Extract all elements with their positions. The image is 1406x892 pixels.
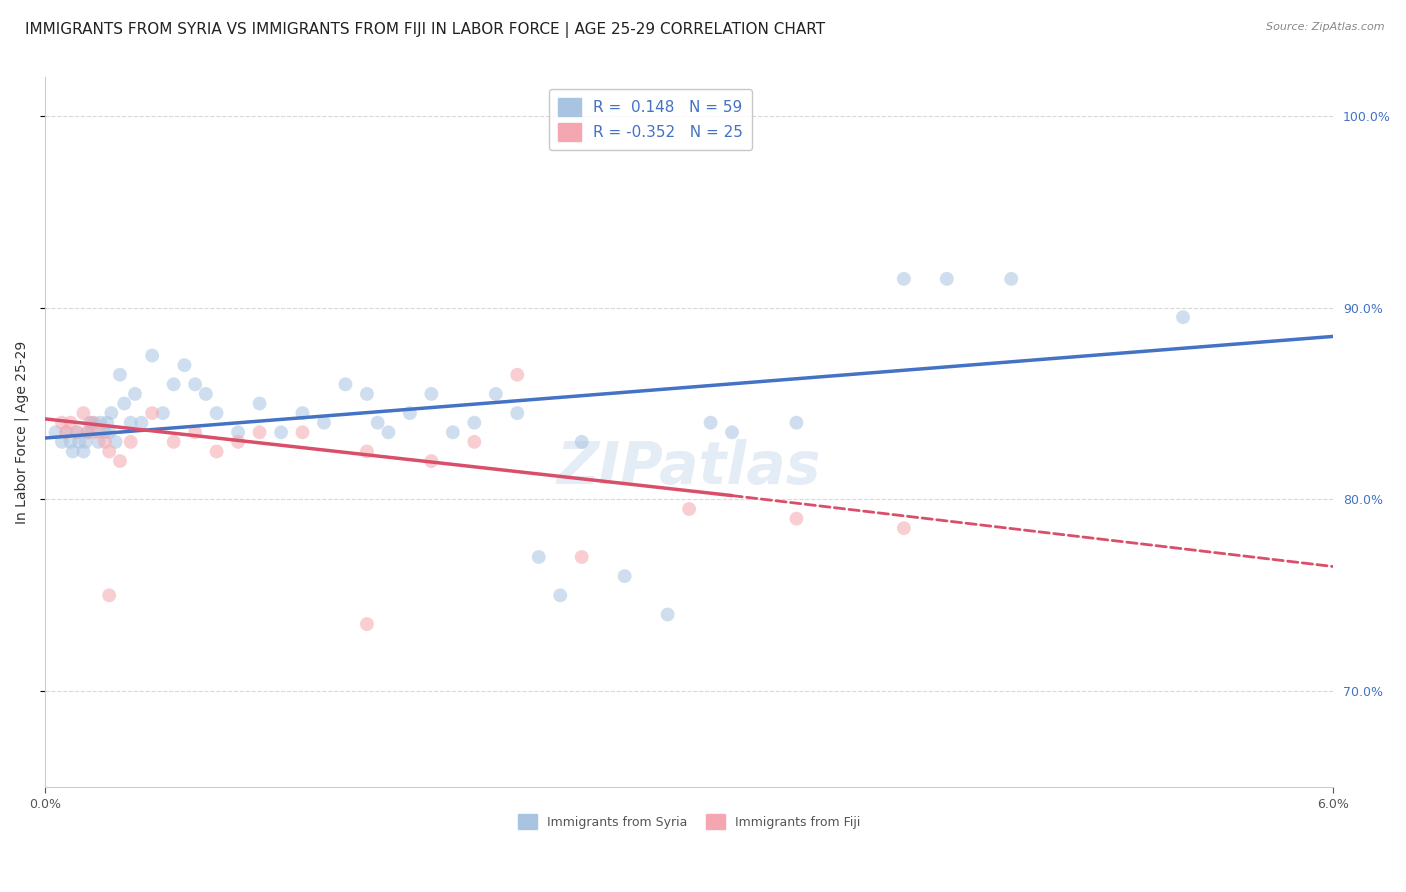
Point bbox=[935, 272, 957, 286]
Point bbox=[51, 434, 73, 449]
Point bbox=[377, 425, 399, 440]
Point bbox=[721, 425, 744, 440]
Point bbox=[98, 588, 121, 602]
Point bbox=[270, 425, 292, 440]
Point bbox=[162, 377, 184, 392]
Point bbox=[44, 425, 66, 440]
Point bbox=[441, 425, 464, 440]
Point bbox=[76, 425, 98, 440]
Point bbox=[184, 425, 207, 440]
Point bbox=[485, 387, 508, 401]
Point bbox=[141, 406, 163, 420]
Point bbox=[463, 434, 485, 449]
Point bbox=[1000, 272, 1022, 286]
Point bbox=[571, 434, 593, 449]
Point bbox=[162, 434, 184, 449]
Point bbox=[75, 434, 97, 449]
Point bbox=[80, 425, 103, 440]
Point bbox=[59, 434, 82, 449]
Point bbox=[356, 617, 378, 632]
Point bbox=[66, 425, 89, 440]
Point bbox=[613, 569, 636, 583]
Point bbox=[67, 434, 90, 449]
Point bbox=[120, 434, 142, 449]
Point bbox=[87, 434, 110, 449]
Point bbox=[94, 425, 117, 440]
Point bbox=[83, 416, 105, 430]
Point bbox=[124, 387, 146, 401]
Point bbox=[112, 396, 135, 410]
Point bbox=[72, 406, 94, 420]
Point bbox=[76, 425, 98, 440]
Point bbox=[226, 425, 249, 440]
Point bbox=[420, 387, 443, 401]
Point bbox=[184, 377, 207, 392]
Point bbox=[249, 425, 271, 440]
Point bbox=[104, 434, 127, 449]
Point bbox=[100, 406, 122, 420]
Point bbox=[893, 521, 915, 535]
Point bbox=[785, 511, 807, 525]
Point bbox=[152, 406, 174, 420]
Text: ZIPatlas: ZIPatlas bbox=[557, 439, 821, 496]
Point bbox=[51, 416, 73, 430]
Point bbox=[291, 406, 314, 420]
Point bbox=[335, 377, 357, 392]
Point bbox=[131, 416, 153, 430]
Point bbox=[120, 416, 142, 430]
Y-axis label: In Labor Force | Age 25-29: In Labor Force | Age 25-29 bbox=[15, 341, 30, 524]
Point bbox=[205, 406, 228, 420]
Point bbox=[527, 549, 550, 564]
Point bbox=[141, 349, 163, 363]
Legend: Immigrants from Syria, Immigrants from Fiji: Immigrants from Syria, Immigrants from F… bbox=[513, 809, 865, 834]
Point bbox=[356, 444, 378, 458]
Point bbox=[356, 387, 378, 401]
Point bbox=[312, 416, 335, 430]
Point bbox=[62, 444, 84, 458]
Point bbox=[571, 549, 593, 564]
Point bbox=[657, 607, 679, 622]
Point bbox=[90, 416, 112, 430]
Point bbox=[108, 454, 131, 468]
Point bbox=[699, 416, 721, 430]
Point bbox=[108, 368, 131, 382]
Point bbox=[72, 444, 94, 458]
Point bbox=[205, 444, 228, 458]
Point bbox=[173, 358, 195, 372]
Point bbox=[66, 425, 89, 440]
Point bbox=[55, 425, 77, 440]
Point bbox=[98, 444, 121, 458]
Point bbox=[79, 416, 101, 430]
Point bbox=[548, 588, 571, 602]
Text: Source: ZipAtlas.com: Source: ZipAtlas.com bbox=[1267, 22, 1385, 32]
Point bbox=[678, 502, 700, 516]
Point bbox=[463, 416, 485, 430]
Point bbox=[59, 416, 82, 430]
Point bbox=[893, 272, 915, 286]
Point bbox=[785, 416, 807, 430]
Point bbox=[94, 434, 117, 449]
Point bbox=[420, 454, 443, 468]
Point bbox=[506, 406, 529, 420]
Point bbox=[291, 425, 314, 440]
Point bbox=[226, 434, 249, 449]
Point bbox=[194, 387, 217, 401]
Point bbox=[1171, 310, 1194, 325]
Point bbox=[367, 416, 389, 430]
Point bbox=[87, 425, 110, 440]
Point bbox=[80, 416, 103, 430]
Point bbox=[98, 425, 121, 440]
Point bbox=[249, 396, 271, 410]
Point bbox=[96, 416, 118, 430]
Point bbox=[55, 425, 77, 440]
Text: IMMIGRANTS FROM SYRIA VS IMMIGRANTS FROM FIJI IN LABOR FORCE | AGE 25-29 CORRELA: IMMIGRANTS FROM SYRIA VS IMMIGRANTS FROM… bbox=[25, 22, 825, 38]
Point bbox=[506, 368, 529, 382]
Point bbox=[399, 406, 422, 420]
